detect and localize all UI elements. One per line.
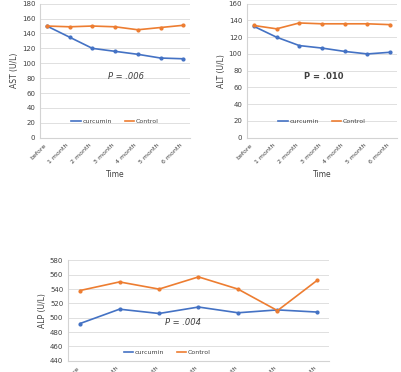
- Legend: curcumin, Control: curcumin, Control: [69, 116, 161, 126]
- Legend: curcumin, Control: curcumin, Control: [121, 347, 213, 358]
- Legend: curcumin, Control: curcumin, Control: [276, 116, 368, 126]
- Text: P = .006: P = .006: [107, 72, 144, 81]
- X-axis label: Time: Time: [106, 170, 124, 179]
- Y-axis label: ALP (U/L): ALP (U/L): [38, 293, 47, 328]
- Y-axis label: ALT (U/L): ALT (U/L): [217, 54, 226, 88]
- Text: P = .010: P = .010: [304, 72, 344, 81]
- X-axis label: Time: Time: [313, 170, 331, 179]
- Y-axis label: AST (U/L): AST (U/L): [10, 53, 19, 89]
- Text: P = .004: P = .004: [164, 318, 200, 327]
